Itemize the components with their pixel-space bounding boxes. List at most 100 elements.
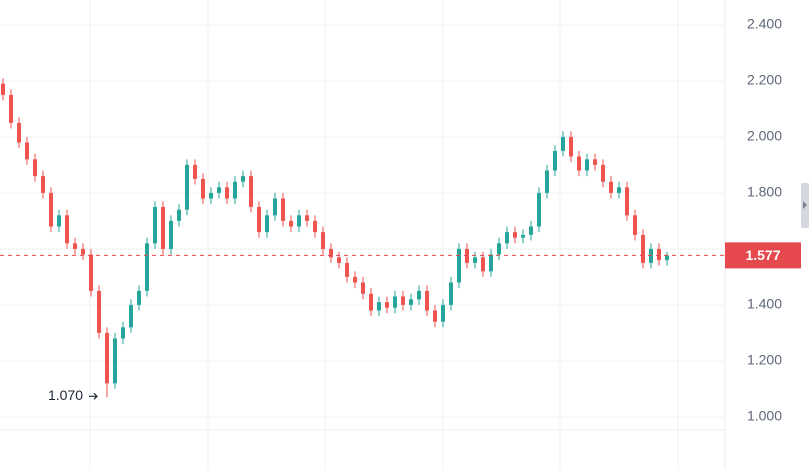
candle-body — [33, 159, 37, 177]
candle-body — [89, 254, 93, 291]
candle-body — [657, 248, 661, 261]
candle-body — [449, 282, 453, 305]
candle-body — [641, 234, 645, 263]
candle-body — [385, 302, 389, 308]
candle-body — [505, 232, 509, 244]
candle-body — [129, 304, 133, 328]
candle-body — [305, 215, 309, 221]
candle-body — [649, 248, 653, 263]
candle-body — [121, 327, 125, 339]
price-label: 1.577 — [745, 247, 780, 263]
candle-body — [153, 206, 157, 244]
candle-body — [217, 187, 221, 193]
y-tick-label: 1.000 — [747, 408, 782, 424]
candle-body — [313, 220, 317, 233]
candle-body — [481, 257, 485, 272]
candle-body — [425, 290, 429, 311]
candle-body — [569, 136, 573, 157]
candle-body — [545, 170, 549, 193]
candle-body — [601, 164, 605, 182]
candle-body — [25, 142, 29, 160]
candle-body — [193, 164, 197, 179]
vertical-grid — [89, 0, 679, 469]
candle-body — [537, 192, 541, 227]
candle-body — [513, 232, 517, 238]
candle-body — [353, 276, 357, 283]
candle-body — [113, 338, 117, 384]
candle-body — [241, 176, 245, 182]
candle-body — [81, 248, 85, 255]
y-tick-label: 2.400 — [747, 16, 782, 32]
candle-body — [289, 220, 293, 227]
candle-body — [561, 136, 565, 151]
y-tick-label: 1.200 — [747, 352, 782, 368]
candle-body — [17, 122, 21, 143]
candle-body — [361, 282, 365, 294]
candle-body — [593, 159, 597, 165]
candle-body — [185, 164, 189, 210]
candle-body — [417, 290, 421, 300]
candle-body — [273, 198, 277, 216]
candle-body — [497, 243, 501, 255]
candle-body — [577, 156, 581, 171]
y-tick-label: 2.200 — [747, 72, 782, 88]
candle-body — [105, 332, 109, 384]
candle-body — [617, 187, 621, 193]
candle-body — [225, 187, 229, 199]
candle-body — [1, 83, 5, 95]
candle-body — [401, 296, 405, 305]
candle-body — [465, 248, 469, 263]
price-label-box — [725, 242, 801, 269]
y-tick-label: 2.000 — [747, 128, 782, 144]
annotation-arrow — [89, 392, 98, 400]
candle-body — [585, 159, 589, 171]
candle-body — [137, 290, 141, 305]
candle-body — [521, 234, 525, 238]
candle-body — [553, 150, 557, 171]
candle-body — [41, 176, 45, 193]
y-tick-label: 1.800 — [747, 184, 782, 200]
candle-body — [633, 215, 637, 235]
handle-arrow — [803, 201, 807, 209]
annotation-label: 1.070 — [48, 387, 83, 403]
candle-body — [57, 215, 61, 227]
candle-body — [369, 293, 373, 311]
candle-body — [345, 262, 349, 277]
candle-body — [65, 215, 69, 244]
candle-body — [337, 257, 341, 263]
candle-body — [177, 209, 181, 221]
candle-body — [281, 198, 285, 221]
plot: 1.070 — [0, 24, 725, 418]
candle-body — [393, 296, 397, 308]
candle-body — [169, 220, 173, 249]
candle-body — [9, 94, 13, 123]
candle-body — [329, 248, 333, 258]
candle-body — [97, 290, 101, 333]
candle-body — [665, 255, 669, 261]
candle-body — [249, 176, 253, 207]
candle-body — [265, 215, 269, 233]
candle-body — [201, 178, 205, 199]
candle-body — [233, 181, 237, 199]
candle-body — [625, 187, 629, 216]
candle-body — [529, 226, 533, 235]
candle-body — [441, 304, 445, 322]
candle-body — [489, 254, 493, 272]
candle-body — [609, 181, 613, 193]
candle-body — [145, 243, 149, 291]
candle-body — [161, 206, 165, 249]
candle-body — [209, 192, 213, 199]
candle-body — [73, 243, 77, 249]
candle-body — [409, 299, 413, 305]
y-axis: 1.0001.2001.4001.6001.8002.0002.2002.400… — [725, 16, 801, 424]
candle-body — [49, 192, 53, 227]
candle-body — [297, 215, 301, 227]
y-tick-label: 1.400 — [747, 296, 782, 312]
candle-body — [473, 257, 477, 263]
candle-body — [457, 248, 461, 283]
candle-body — [433, 310, 437, 322]
candle-body — [321, 232, 325, 249]
candle-body — [377, 302, 381, 311]
